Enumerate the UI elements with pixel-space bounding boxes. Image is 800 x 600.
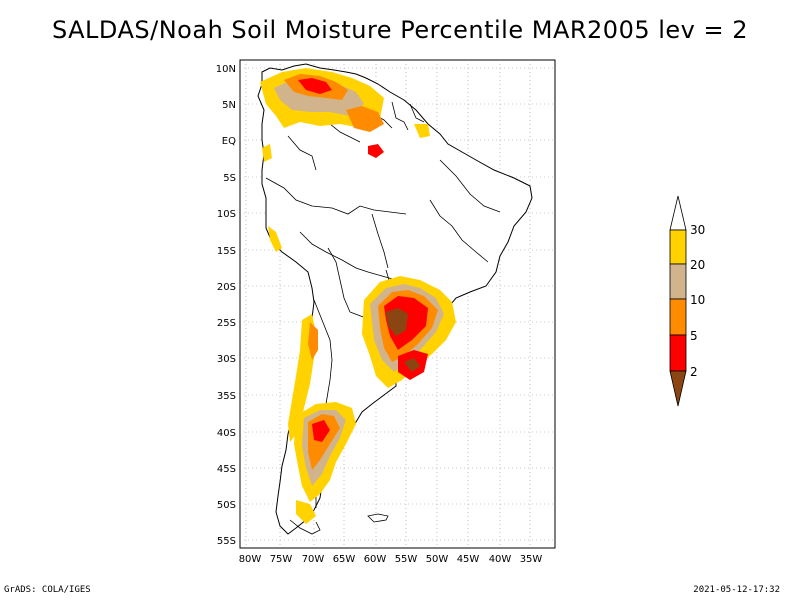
falkland-islands bbox=[367, 513, 389, 523]
colorbar-label: 10 bbox=[690, 293, 705, 307]
lon-label: 70W bbox=[302, 554, 325, 565]
colorbar-cap-top bbox=[669, 195, 687, 231]
percentile-shading bbox=[260, 68, 456, 524]
tierra-del-fuego bbox=[289, 519, 321, 535]
lat-label: 10S bbox=[217, 209, 236, 220]
lon-label: 75W bbox=[270, 554, 293, 565]
colorbar-label: 5 bbox=[690, 329, 698, 343]
shade-peru-coast-yellow bbox=[268, 226, 282, 252]
lon-label: 80W bbox=[239, 554, 262, 565]
lon-label: 45W bbox=[457, 554, 480, 565]
shade-ecuador-yellow bbox=[262, 144, 272, 162]
shade-uruguay-brown bbox=[404, 358, 420, 372]
lat-label: 25S bbox=[217, 318, 236, 329]
colorbar-label: 2 bbox=[690, 365, 698, 379]
lat-label: 5N bbox=[222, 100, 236, 111]
colorbar-swatch-10-20 bbox=[669, 263, 687, 300]
colorbar-swatch-2-5 bbox=[669, 334, 687, 372]
lat-label: 20S bbox=[217, 282, 236, 293]
lat-label: 50S bbox=[217, 500, 236, 511]
lat-label: 40S bbox=[217, 428, 236, 439]
lon-label: 35W bbox=[520, 554, 543, 565]
lon-label: 50W bbox=[426, 554, 449, 565]
shade-andes-orange bbox=[308, 322, 318, 360]
lon-label: 60W bbox=[364, 554, 387, 565]
colorbar-swatch-20-30 bbox=[669, 229, 687, 265]
timestamp: 2021-05-12-17:32 bbox=[693, 585, 780, 595]
shade-amazon-red bbox=[368, 144, 384, 158]
lon-label: 40W bbox=[489, 554, 512, 565]
colorbar bbox=[669, 195, 687, 407]
lat-label: 30S bbox=[217, 354, 236, 365]
shade-patagonia-red bbox=[312, 420, 330, 442]
shade-guiana-orange bbox=[346, 106, 384, 132]
lat-label: 15S bbox=[217, 246, 236, 257]
lat-label: 5S bbox=[223, 173, 236, 184]
lat-label: 10N bbox=[216, 64, 236, 75]
lat-label: 35S bbox=[217, 391, 236, 402]
lon-label: 65W bbox=[333, 554, 356, 565]
lon-labels: 80W 75W 70W 65W 60W 55W 50W 45W 40W 35W bbox=[239, 554, 543, 565]
colorbar-label: 30 bbox=[690, 223, 705, 237]
colorbar-label: 20 bbox=[690, 258, 705, 272]
colorbar-labels: 30 20 10 5 2 bbox=[690, 223, 705, 379]
map-title: SALDAS/Noah Soil Moisture Percentile MAR… bbox=[51, 16, 749, 44]
shade-north-red bbox=[298, 78, 332, 94]
lon-label: 55W bbox=[395, 554, 418, 565]
colorbar-swatch-5-10 bbox=[669, 298, 687, 336]
shade-fuego-yellow bbox=[296, 500, 316, 524]
shade-south-brown bbox=[386, 308, 408, 336]
lat-label: 45S bbox=[217, 464, 236, 475]
lat-labels: 10N 5N EQ 5S 10S 15S 20S 25S 30S 35S 40S… bbox=[216, 64, 236, 547]
colorbar-cap-bottom bbox=[669, 370, 687, 407]
shade-amapa-yellow bbox=[414, 124, 430, 138]
lat-label: 55S bbox=[217, 536, 236, 547]
grads-credit: GrADS: COLA/IGES bbox=[4, 585, 91, 595]
lat-label: EQ bbox=[222, 136, 236, 147]
